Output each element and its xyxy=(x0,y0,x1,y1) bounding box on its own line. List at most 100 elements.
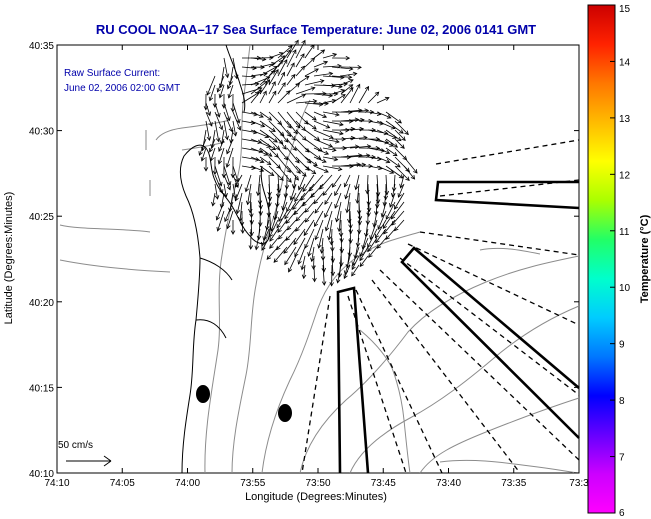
current-vector xyxy=(304,201,315,213)
current-vector xyxy=(241,219,244,234)
current-vector-head xyxy=(262,90,267,96)
current-vector xyxy=(217,210,225,232)
current-vector xyxy=(389,192,396,208)
current-vector-head xyxy=(350,126,356,132)
current-vector-head xyxy=(393,143,399,148)
current-vector xyxy=(259,111,272,121)
current-vector xyxy=(286,192,297,212)
current-vector xyxy=(304,44,315,59)
current-vector xyxy=(205,102,211,116)
current-vector-head xyxy=(224,217,229,223)
current-vector-head xyxy=(244,187,249,193)
current-vector-head xyxy=(337,166,343,172)
current-vector xyxy=(359,255,369,267)
current-vector-head xyxy=(356,83,361,89)
current-vector xyxy=(352,246,360,266)
current-vector xyxy=(270,210,279,232)
current-vector xyxy=(340,228,343,243)
current-vector xyxy=(403,156,418,174)
current-vector xyxy=(304,228,315,249)
current-vector-head xyxy=(352,71,358,77)
current-vector xyxy=(210,147,216,161)
current-vector-head xyxy=(232,194,238,200)
current-vector xyxy=(313,165,329,173)
current-vector xyxy=(322,255,325,272)
current-vector-head xyxy=(218,147,223,152)
current-vector-head xyxy=(267,196,273,202)
current-vector xyxy=(295,138,310,153)
current-vector-head xyxy=(351,271,356,277)
current-vector xyxy=(322,120,344,126)
current-vector-head xyxy=(322,113,328,118)
current-vector-head xyxy=(298,185,303,191)
current-vector xyxy=(228,84,234,99)
radar-beams xyxy=(336,180,580,474)
current-vector-head xyxy=(319,185,324,190)
current-vector xyxy=(325,210,333,231)
current-vector-head xyxy=(304,148,310,153)
current-vector xyxy=(322,75,344,78)
contour-fragments xyxy=(145,130,151,196)
current-vector-head xyxy=(357,65,362,70)
current-vector-head xyxy=(366,144,372,149)
current-vector-head xyxy=(391,221,396,226)
current-vector-head xyxy=(399,183,404,189)
current-vector-head xyxy=(227,181,232,187)
current-vector xyxy=(268,138,280,150)
current-vector xyxy=(214,120,220,142)
current-vector xyxy=(257,174,261,196)
current-vector-head xyxy=(314,235,319,241)
current-vector-head xyxy=(359,262,364,268)
current-vector xyxy=(367,147,385,152)
current-vector-head xyxy=(333,156,339,162)
current-vector-head xyxy=(400,144,405,149)
current-vector-head xyxy=(263,71,268,77)
current-vector xyxy=(250,138,271,148)
current-vector xyxy=(314,201,324,214)
station-marker-1 xyxy=(196,385,210,403)
y-tick-label: 40:30 xyxy=(29,127,54,138)
current-vector-head xyxy=(304,217,310,223)
map-title: RU COOL NOAA–17 Sea Surface Temperature:… xyxy=(96,22,536,37)
current-vector xyxy=(394,138,405,149)
current-vector xyxy=(368,246,378,258)
current-vector xyxy=(223,174,231,190)
current-vector-head xyxy=(337,227,342,233)
current-vector xyxy=(367,192,370,212)
current-vector-head xyxy=(248,245,254,250)
current-vector xyxy=(259,156,272,165)
current-vector xyxy=(367,120,384,125)
current-vector-head xyxy=(334,139,340,144)
current-vector xyxy=(340,109,362,113)
current-vector xyxy=(216,201,225,221)
current-vector-head xyxy=(371,154,377,160)
current-vector xyxy=(250,89,262,104)
x-tick-label: 73:35 xyxy=(501,478,526,489)
current-vector xyxy=(205,111,213,127)
current-vector-head xyxy=(410,175,416,180)
current-vector-head xyxy=(321,267,327,273)
current-vector xyxy=(322,111,340,116)
current-vector xyxy=(241,111,258,116)
current-vector xyxy=(337,264,342,283)
current-vector-head xyxy=(203,167,209,172)
current-vector-head xyxy=(397,119,402,124)
current-vector xyxy=(259,138,276,151)
current-vector-head xyxy=(211,201,216,207)
current-vector xyxy=(209,138,216,153)
current-vector xyxy=(259,120,276,132)
current-vector xyxy=(313,147,329,155)
current-vector xyxy=(232,102,240,124)
current-vector-head xyxy=(208,121,213,127)
current-vector-head xyxy=(295,158,300,164)
current-vector xyxy=(250,156,264,163)
current-vector xyxy=(274,201,279,220)
current-vector xyxy=(199,138,207,156)
current-vector xyxy=(278,228,288,240)
current-vector xyxy=(340,163,361,167)
current-vector-head xyxy=(286,225,292,231)
current-vector-head xyxy=(237,125,242,131)
current-vector-head xyxy=(269,55,274,60)
current-vector-head xyxy=(304,243,309,249)
current-vector-head xyxy=(344,194,349,200)
